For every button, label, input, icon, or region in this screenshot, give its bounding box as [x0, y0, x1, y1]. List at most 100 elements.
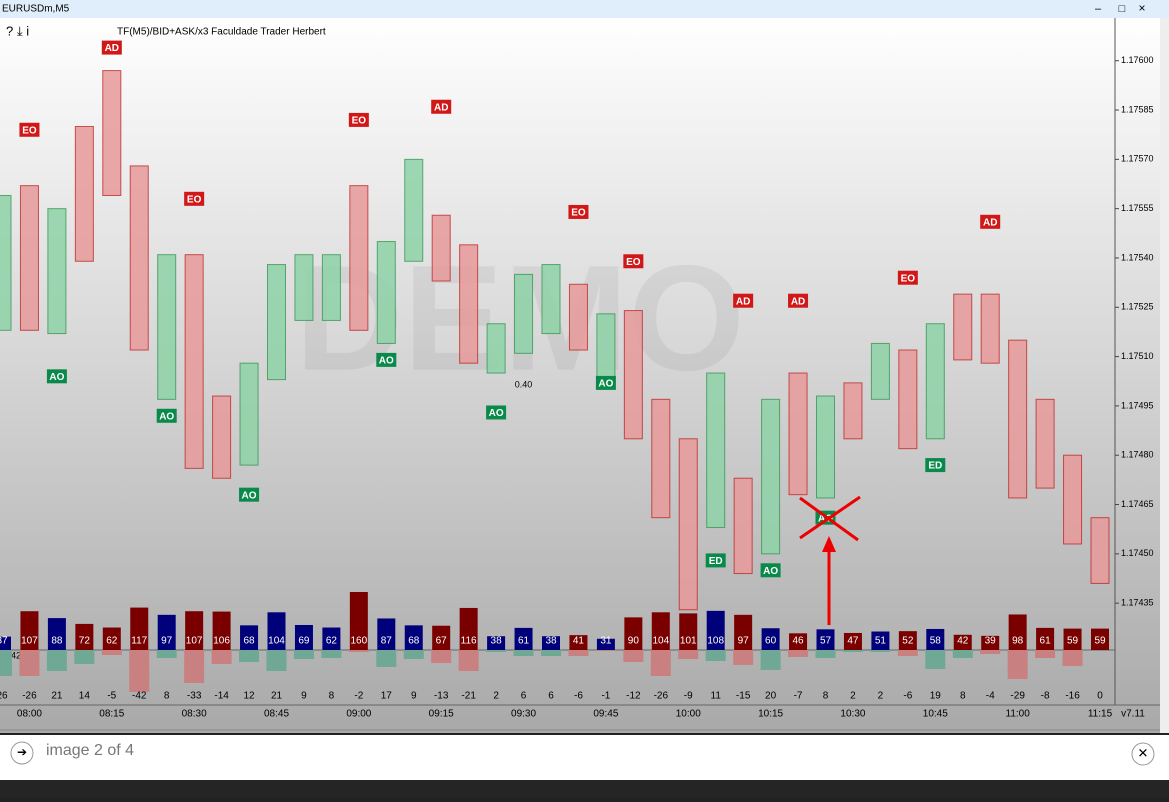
delta-value: 8 [329, 691, 335, 702]
time-label: 08:45 [264, 709, 289, 720]
footprint-bar [376, 241, 396, 344]
delta-value: 26 [0, 691, 8, 702]
volume-bar [624, 617, 643, 650]
volume-label: 101 [680, 636, 697, 647]
signal-box [980, 214, 1001, 229]
volume-label: 104 [268, 636, 285, 647]
volume-bar [20, 611, 39, 650]
footprint-bar [1008, 339, 1028, 499]
footprint-bar [596, 313, 616, 381]
delta-value: -6 [574, 691, 583, 702]
time-label: 08:00 [17, 709, 42, 720]
footprint-bar [0, 195, 12, 331]
signal-label: EO [22, 125, 37, 136]
volume-label: 57 [820, 636, 832, 647]
volume-bar [130, 607, 149, 650]
delta-bar [513, 650, 534, 656]
delta-value: 21 [51, 691, 63, 702]
footer [0, 735, 1169, 780]
price-label: 1.17555 [1121, 203, 1154, 213]
time-label: 11:00 [1006, 709, 1031, 720]
footprint-bar [733, 477, 753, 575]
signal-box [760, 563, 781, 578]
signal-label: AO [379, 356, 394, 367]
price-label: 1.17585 [1121, 104, 1154, 114]
volume-bar [1036, 627, 1055, 650]
volume-label: 51 [875, 636, 887, 647]
red-annotation [799, 495, 861, 625]
delta-value: 2 [493, 691, 499, 702]
volume-label: 117 [131, 636, 147, 647]
delta-value: 0 [1097, 691, 1103, 702]
footprint-bar [184, 254, 204, 469]
cross [799, 495, 861, 540]
delta-value: 8 [960, 691, 966, 702]
footprint-bar [1063, 454, 1083, 545]
delta-bar [705, 650, 726, 661]
delta-bar [925, 650, 946, 669]
volume-bar [377, 618, 396, 650]
signal-box [595, 375, 616, 390]
footprint-bar [129, 165, 149, 351]
volume-label: 67 [436, 636, 448, 647]
volume-bar [1091, 628, 1109, 650]
footprint-bar [431, 214, 451, 282]
minimize[interactable]: – [1095, 3, 1102, 15]
toolbar-label: TF(M5)/BID+ASK/x3 Faculdade Trader Herbe… [117, 27, 326, 38]
arrow-head [822, 536, 836, 552]
time-label: 09:45 [593, 709, 618, 720]
signal-label: AD [736, 296, 750, 307]
footprint-bar [459, 244, 479, 364]
maximize[interactable]: □ [1119, 3, 1126, 15]
volume-bar [157, 614, 176, 650]
volume-bar [102, 627, 121, 650]
footprint-bar [19, 185, 39, 331]
footprint-bar [898, 349, 918, 450]
delta-value: -14 [214, 691, 229, 702]
signal-label: AO [763, 566, 778, 577]
signal-box [925, 458, 946, 473]
delta-value: -13 [434, 691, 449, 702]
signal-box [705, 553, 726, 568]
volume-label: 90 [628, 636, 640, 647]
volume-label: 38 [491, 636, 503, 647]
delta-bar [184, 650, 205, 683]
signal-box [897, 270, 918, 285]
signal-box [733, 293, 754, 308]
footprint-bar [651, 398, 671, 519]
time-label: 09:30 [511, 709, 536, 720]
delta-bar [431, 650, 452, 663]
delta-value: -2 [354, 691, 363, 702]
delta-bar [1035, 650, 1056, 658]
volume-label: 68 [243, 636, 255, 647]
next-button[interactable] [10, 741, 34, 765]
volume-bar [953, 634, 972, 650]
annotation: 0.40 [515, 379, 533, 389]
footprint-bar [212, 395, 232, 479]
delta-value: -8 [1041, 691, 1050, 702]
delta-bar [650, 650, 671, 676]
time-label: 11:15 [1088, 709, 1113, 720]
delta-value: 6 [548, 691, 554, 702]
time-label: 10:30 [840, 709, 865, 720]
price-label: 1.17570 [1121, 154, 1154, 164]
delta-value: 8 [823, 691, 829, 702]
volume-bar [212, 611, 231, 650]
footprint-bar [678, 438, 698, 611]
signal-label: AO [598, 379, 613, 390]
volume-label: 88 [51, 636, 63, 647]
volume-bar [75, 623, 94, 650]
footprint-bar [870, 342, 890, 400]
toolbar-icons[interactable]: ? ⤓ i [6, 23, 29, 38]
close-viewer[interactable] [1131, 742, 1155, 766]
delta-value: -12 [626, 691, 641, 702]
volume-bar [679, 613, 698, 650]
volume-bar [981, 635, 1000, 650]
delta-bar [321, 650, 342, 658]
time-label: 08:15 [99, 709, 124, 720]
close[interactable]: × [1138, 1, 1145, 15]
volume-bar [349, 592, 368, 650]
delta-bar [788, 650, 809, 657]
footprint-bar [761, 398, 781, 555]
volume-label: 39 [985, 636, 997, 647]
